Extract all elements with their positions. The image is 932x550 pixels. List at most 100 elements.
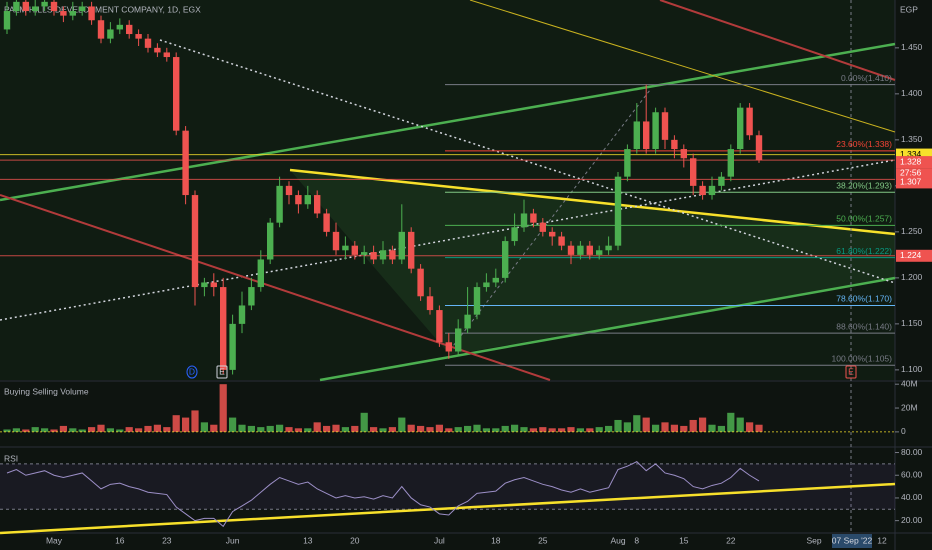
- candle-body: [201, 282, 208, 288]
- volume-bar: [633, 415, 641, 432]
- volume-bar: [41, 428, 49, 432]
- x-tick-label: Aug: [610, 535, 625, 545]
- volume-bar: [501, 425, 509, 432]
- volume-bar: [445, 428, 453, 432]
- volume-bar: [435, 424, 443, 432]
- candle-body: [445, 342, 452, 352]
- candle-body: [643, 121, 650, 150]
- price-badge: [896, 176, 932, 189]
- volume-bar: [163, 427, 171, 432]
- volume-bar: [323, 425, 331, 432]
- rsi-trendline: [0, 482, 896, 535]
- main-pane: [0, 0, 895, 380]
- candle-body: [483, 282, 490, 288]
- volume-bar: [370, 427, 378, 432]
- candle-body: [285, 185, 293, 196]
- x-tick-label: 15: [679, 535, 689, 545]
- event-marker: [216, 365, 228, 379]
- price-badge-label: 1.334: [900, 149, 922, 159]
- fib-label: 38.20%(1.293): [836, 181, 892, 191]
- event-marker-label: E: [848, 366, 854, 376]
- candle-body: [22, 1, 29, 12]
- volume-bar: [229, 417, 237, 432]
- candle-body: [351, 245, 358, 255]
- candle-body: [276, 185, 283, 223]
- volume-bar: [69, 428, 77, 432]
- y-tick-label: 80.00: [901, 447, 923, 457]
- trendline: [469, 0, 896, 133]
- y-tick-label: 1.450: [901, 42, 923, 52]
- drawings: [0, 0, 896, 535]
- countdown: 27:56: [900, 167, 922, 177]
- volume-bar: [78, 429, 86, 432]
- candle-body: [398, 231, 405, 260]
- candle-body: [3, 11, 11, 30]
- fib-label: 50.00%(1.257): [836, 214, 892, 224]
- fib-label: 23.60%(1.338): [836, 139, 892, 149]
- y-tick-label: 1.250: [901, 226, 923, 236]
- volume-bar: [680, 425, 688, 432]
- volume-bar: [182, 417, 190, 432]
- candle-body: [135, 34, 142, 39]
- volume-bar: [106, 428, 114, 432]
- candle-body: [50, 1, 58, 12]
- fib-label: 100.00%(1.105): [832, 354, 893, 364]
- candle-body: [492, 277, 499, 283]
- candle-body: [577, 245, 584, 255]
- candle-body: [229, 323, 236, 370]
- volume-bar: [558, 428, 566, 432]
- candle-body: [520, 213, 528, 228]
- candle-body: [755, 135, 763, 161]
- candle-body: [379, 250, 387, 260]
- candle-body: [220, 287, 227, 370]
- x-tick-label: 16: [115, 535, 125, 545]
- volume-bar: [689, 419, 697, 432]
- y-tick-label: 40M: [901, 378, 918, 388]
- volume-bar: [661, 422, 669, 432]
- candle-body: [144, 38, 152, 48]
- trendline: [289, 168, 896, 236]
- y-tick-label: 60.00: [901, 469, 923, 479]
- chart-title: PALM HILLS DEVELOPMENT COMPANY, 1D, EGX: [4, 4, 201, 14]
- x-tick-label: Jul: [434, 535, 445, 545]
- candle-body: [624, 149, 631, 177]
- volume-bar: [511, 424, 519, 432]
- candle-body: [116, 24, 123, 30]
- candle-body: [314, 195, 321, 214]
- rsi-band: [0, 463, 895, 510]
- candle-body: [436, 310, 443, 343]
- candle-body: [408, 231, 415, 269]
- candle-body: [182, 130, 189, 196]
- volume-bar: [276, 424, 284, 432]
- trendline: [659, 0, 896, 81]
- crosshair-date: 07 Sep '22: [832, 535, 873, 545]
- candle-body: [248, 287, 255, 306]
- candle-body: [708, 185, 716, 196]
- volume-bar: [153, 424, 161, 432]
- volume-bar: [623, 422, 631, 432]
- volume-bar: [3, 429, 11, 432]
- volume-bar: [360, 412, 368, 432]
- trendline: [159, 39, 896, 284]
- volume-bar: [699, 417, 707, 432]
- volume-bar: [313, 422, 321, 432]
- y-tick-label: 1.400: [901, 88, 923, 98]
- volume-bar: [576, 428, 584, 432]
- candle-body: [154, 47, 161, 53]
- volume-bar: [135, 428, 143, 432]
- fib-connector: [449, 89, 651, 351]
- volume-bar: [257, 427, 265, 432]
- candle-body: [210, 282, 217, 288]
- candle-body: [389, 250, 396, 260]
- x-tick-label: 23: [162, 535, 172, 545]
- volume-bar: [417, 425, 425, 432]
- x-tick-label: 8: [634, 535, 639, 545]
- fib-label: 78.60%(1.170): [836, 294, 892, 304]
- candle-body: [680, 149, 687, 159]
- crosshair-badge: [832, 534, 872, 548]
- y-tick-label: 20.00: [901, 515, 923, 525]
- candle-body: [614, 176, 622, 246]
- candle-body: [671, 139, 678, 150]
- candle-body: [549, 231, 556, 237]
